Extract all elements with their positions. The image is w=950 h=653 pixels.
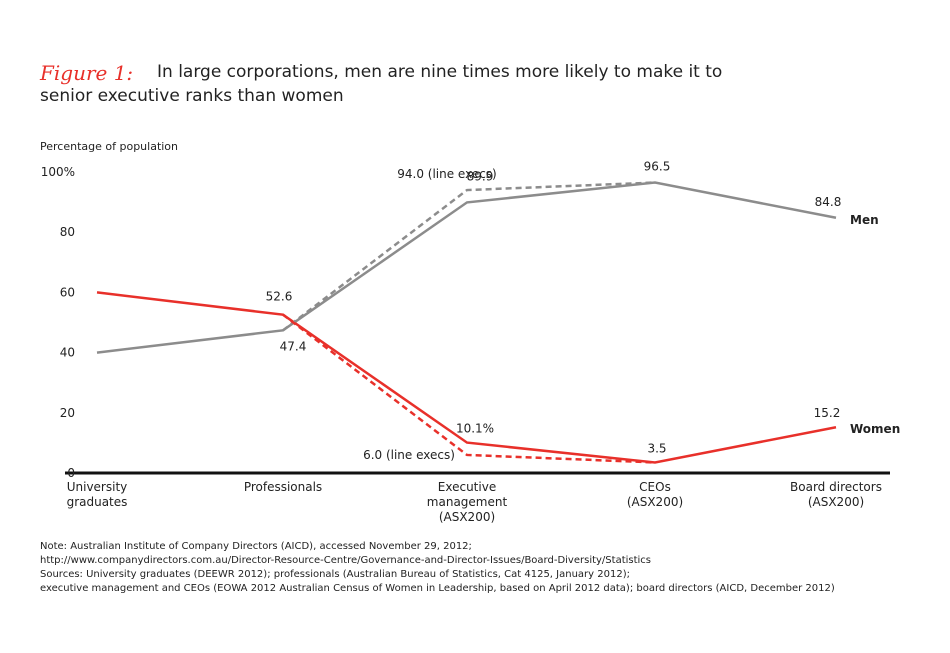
x-tick-label: University graduates	[67, 480, 128, 509]
value-label: 6.0 (line execs)	[363, 448, 455, 462]
y-axis-label: Percentage of population	[40, 140, 178, 153]
series-line	[96, 291, 837, 464]
value-label: 3.5	[647, 441, 666, 455]
value-label: 52.6	[266, 290, 293, 304]
series-line	[282, 181, 656, 332]
note: Note: Australian Institute of Company Di…	[40, 541, 472, 552]
legend-label: Men	[850, 213, 879, 227]
chart-title: In large corporations, men are nine time…	[40, 62, 722, 106]
y-tick-label: 60	[60, 285, 75, 299]
series-line	[282, 313, 656, 464]
x-tick-label: Professionals	[244, 480, 322, 494]
value-label: 10.1%	[456, 422, 494, 436]
note: http://www.companydirectors.com.au/Direc…	[40, 555, 651, 566]
legend-label: Women	[850, 422, 900, 436]
value-label: 15.2	[814, 406, 841, 420]
value-label: 47.4	[280, 339, 307, 353]
value-label: 94.0 (line execs)	[397, 167, 497, 181]
y-tick-label: 20	[60, 406, 75, 420]
value-label: 84.8	[815, 195, 842, 209]
x-tick-label: Executive management (ASX200)	[427, 480, 508, 524]
figure-label: Figure 1:	[39, 61, 133, 85]
y-tick-label: 40	[60, 346, 75, 360]
y-tick-label: 0	[67, 466, 75, 480]
value-label: 89.9	[467, 169, 494, 183]
note: executive management and CEOs (EOWA 2012…	[40, 583, 835, 594]
x-tick-label: CEOs (ASX200)	[627, 480, 683, 509]
y-tick-label: 100%	[41, 165, 75, 179]
note: Sources: University graduates (DEEWR 201…	[40, 569, 630, 580]
value-label: 96.5	[644, 160, 671, 174]
series-line	[96, 181, 837, 354]
y-tick-label: 80	[60, 225, 75, 239]
x-tick-label: Board directors (ASX200)	[790, 480, 882, 509]
